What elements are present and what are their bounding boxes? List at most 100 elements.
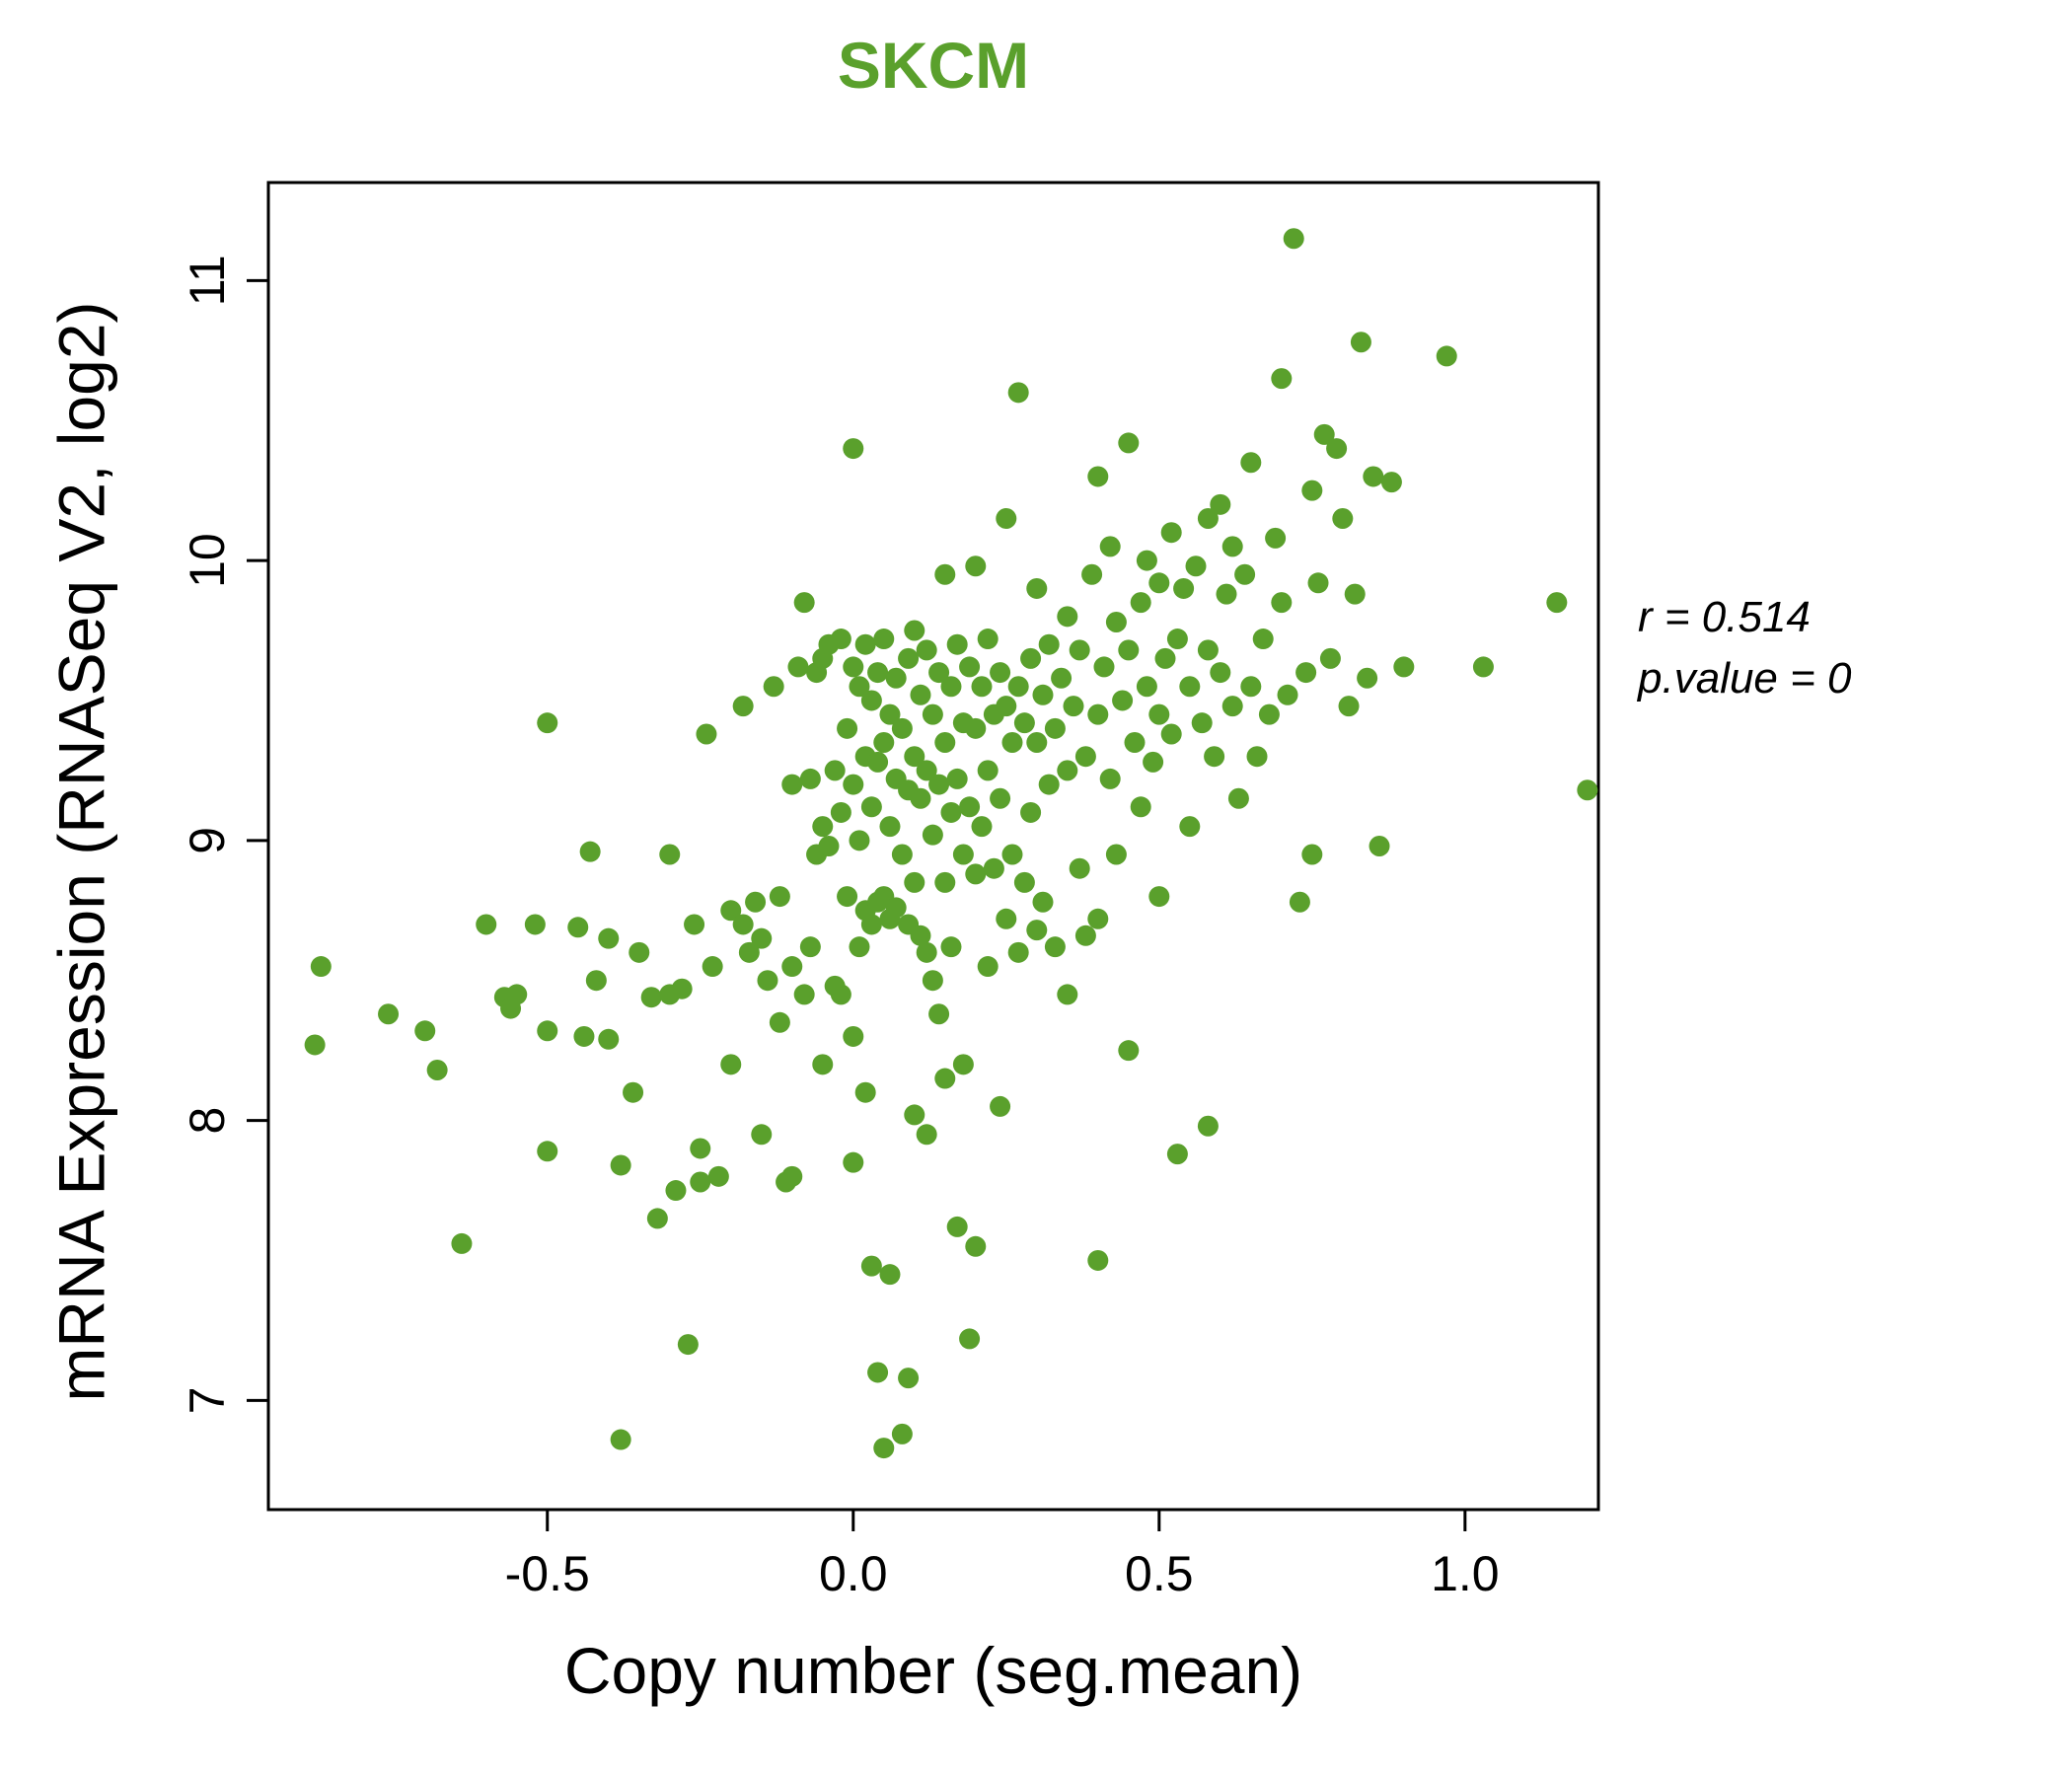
data-point bbox=[769, 886, 790, 908]
y-tick-label: 10 bbox=[180, 533, 235, 588]
data-point bbox=[1087, 466, 1109, 487]
data-point bbox=[837, 717, 858, 739]
data-point bbox=[414, 1020, 436, 1042]
data-point bbox=[946, 768, 968, 789]
data-point bbox=[763, 676, 784, 698]
data-point bbox=[1020, 801, 1042, 823]
data-point bbox=[1057, 984, 1078, 1005]
data-point bbox=[879, 816, 901, 838]
data-point bbox=[1032, 684, 1054, 705]
data-point bbox=[1577, 779, 1598, 801]
data-point bbox=[904, 620, 925, 641]
data-point bbox=[720, 1054, 742, 1075]
data-point bbox=[1069, 639, 1090, 661]
data-point bbox=[849, 830, 870, 851]
data-point bbox=[690, 1138, 711, 1159]
data-point bbox=[476, 914, 497, 935]
data-point bbox=[854, 633, 876, 655]
data-point bbox=[898, 1368, 920, 1389]
data-point bbox=[1258, 703, 1280, 725]
data-point bbox=[1112, 690, 1134, 711]
data-point bbox=[873, 732, 895, 754]
data-point bbox=[690, 1171, 711, 1193]
data-point bbox=[946, 633, 968, 655]
data-point bbox=[799, 936, 821, 958]
data-point bbox=[537, 1141, 558, 1162]
data-point bbox=[965, 1235, 987, 1257]
data-point bbox=[769, 1011, 790, 1033]
data-point bbox=[781, 774, 803, 795]
data-point bbox=[1118, 639, 1140, 661]
data-point bbox=[537, 1020, 558, 1042]
data-point bbox=[745, 891, 767, 913]
data-point bbox=[910, 684, 931, 705]
data-point bbox=[1143, 751, 1164, 773]
data-point bbox=[720, 900, 742, 922]
y-tick-label: 11 bbox=[180, 255, 235, 306]
data-point bbox=[977, 956, 999, 978]
data-point bbox=[1001, 732, 1023, 754]
data-point bbox=[1166, 1144, 1188, 1165]
data-point bbox=[854, 1081, 876, 1103]
data-point bbox=[904, 746, 925, 768]
data-point bbox=[1313, 423, 1335, 445]
data-point bbox=[1197, 1115, 1219, 1137]
y-tick-label: 7 bbox=[180, 1386, 235, 1414]
data-point bbox=[867, 1362, 889, 1383]
data-point bbox=[451, 1232, 473, 1254]
data-point bbox=[1332, 508, 1354, 530]
data-point bbox=[1093, 656, 1115, 678]
p-value-text: p.value = 0 bbox=[1638, 654, 1852, 703]
data-point bbox=[1277, 684, 1298, 705]
data-point bbox=[934, 732, 956, 754]
data-point bbox=[1338, 696, 1360, 717]
data-point bbox=[1069, 857, 1090, 879]
data-point bbox=[1301, 844, 1323, 865]
data-point bbox=[860, 1255, 882, 1277]
data-point bbox=[904, 871, 925, 893]
data-point bbox=[916, 639, 937, 661]
data-point bbox=[860, 914, 882, 935]
data-point bbox=[1350, 332, 1371, 353]
data-point bbox=[799, 768, 821, 789]
data-point bbox=[684, 914, 705, 935]
data-point bbox=[1160, 723, 1182, 745]
data-point bbox=[751, 1124, 773, 1146]
data-point bbox=[1393, 656, 1415, 678]
data-point bbox=[812, 1054, 834, 1075]
data-point bbox=[1148, 703, 1170, 725]
data-point bbox=[1105, 611, 1127, 632]
data-point bbox=[1436, 345, 1457, 367]
data-point bbox=[990, 662, 1011, 684]
data-point bbox=[1380, 472, 1402, 493]
data-point bbox=[843, 656, 864, 678]
data-point bbox=[1295, 662, 1317, 684]
data-point bbox=[983, 857, 1004, 879]
data-point bbox=[940, 936, 962, 958]
y-tick-label: 9 bbox=[180, 827, 235, 854]
data-point bbox=[916, 941, 937, 963]
data-point bbox=[1136, 550, 1157, 571]
data-point bbox=[1369, 836, 1390, 856]
data-point bbox=[1007, 382, 1029, 404]
data-point bbox=[1081, 563, 1103, 585]
data-point bbox=[830, 629, 851, 650]
data-point bbox=[1148, 572, 1170, 594]
data-point bbox=[1105, 844, 1127, 865]
data-point bbox=[1265, 527, 1287, 549]
data-point bbox=[1074, 925, 1096, 946]
data-point bbox=[1148, 886, 1170, 908]
data-point bbox=[732, 696, 754, 717]
data-point bbox=[977, 629, 999, 650]
data-point bbox=[1326, 438, 1348, 460]
data-point bbox=[426, 1060, 448, 1081]
data-point bbox=[873, 1438, 895, 1459]
data-point bbox=[891, 1423, 913, 1444]
data-point bbox=[665, 1180, 687, 1202]
data-point bbox=[738, 941, 760, 963]
data-point bbox=[959, 656, 981, 678]
data-point bbox=[812, 816, 834, 838]
data-point bbox=[824, 760, 846, 781]
data-point bbox=[623, 1081, 644, 1103]
